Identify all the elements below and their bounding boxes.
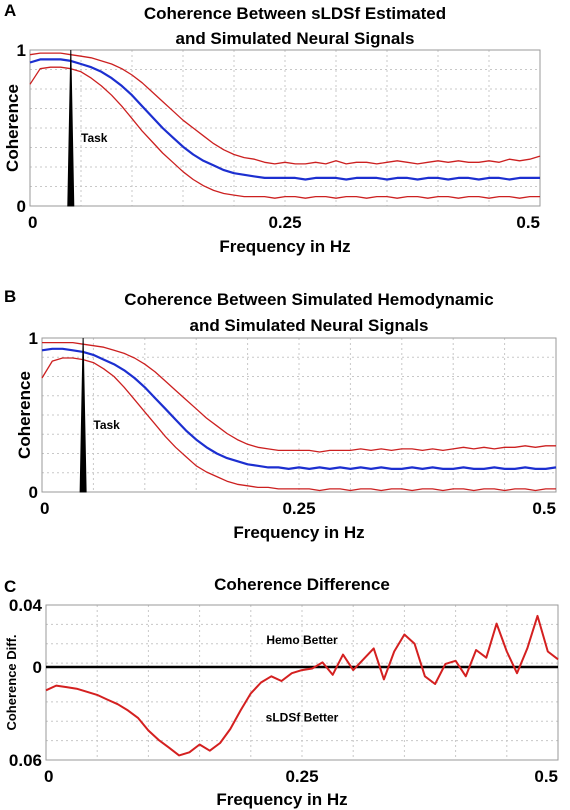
x-axis-label: Frequency in Hz	[219, 237, 350, 256]
y-axis-label: Coherence	[3, 84, 22, 172]
panel-letter: A	[4, 1, 16, 20]
y-tick-label: 0.06	[9, 751, 42, 770]
x-tick-label: 0	[28, 213, 37, 232]
chart-panel-a: A Coherence Between sLDSf Estimated and Si…	[3, 1, 541, 256]
y-tick-label: 1	[17, 41, 26, 60]
chart-panel-c: C Coherence Difference Hemo Better sLDSf Be…	[4, 575, 559, 809]
y-axis-label: Coherence	[15, 371, 34, 459]
chart-title-line: and Simulated Neural Signals	[175, 29, 414, 48]
x-tick-label: 0.25	[285, 767, 318, 786]
y-tick-label: 0	[17, 197, 26, 216]
grid	[42, 338, 556, 492]
y-tick-label: 0.04	[9, 596, 43, 615]
x-tick-label: 0.5	[532, 499, 556, 518]
panel-letter: C	[4, 577, 16, 596]
x-tick-label: 0.5	[516, 213, 540, 232]
annotation-label: sLDSf Better	[266, 710, 339, 724]
grid	[30, 50, 540, 206]
x-tick-label: 0.25	[282, 499, 315, 518]
chart-title-line: Coherence Between sLDSf Estimated	[144, 4, 446, 23]
y-axis-label: Coherence Diff.	[4, 634, 19, 730]
x-tick-label: 0.25	[268, 213, 301, 232]
plot-frame	[29, 49, 541, 207]
x-axis-label: Frequency in Hz	[216, 790, 347, 809]
grid	[46, 605, 558, 760]
annotation-label: Task	[81, 131, 108, 145]
task-marker	[79, 337, 87, 493]
y-tick-label: 0	[29, 483, 38, 502]
series-line-1	[45, 614, 559, 757]
x-tick-label: 0	[40, 499, 49, 518]
x-tick-label: 0.5	[534, 767, 558, 786]
series-line-3	[41, 357, 556, 492]
series-line-3	[29, 66, 540, 199]
annotation-label: Hemo Better	[266, 633, 338, 647]
chart-title-line: and Simulated Neural Signals	[189, 316, 428, 335]
series-line-1	[29, 52, 541, 165]
series-line-2	[41, 347, 557, 470]
annotation-label: Task	[93, 418, 120, 432]
y-tick-label: 1	[29, 329, 38, 348]
x-tick-label: 0	[44, 767, 53, 786]
x-axis-label: Frequency in Hz	[233, 523, 364, 542]
plot-frame	[45, 604, 559, 761]
chart-panel-b: B Coherence Between Simulated Hemodynamic…	[4, 287, 557, 542]
plot-frame	[41, 337, 557, 493]
chart-title-line: Coherence Between Simulated Hemodynamic	[124, 290, 493, 309]
series-line-2	[29, 58, 540, 181]
panel-letter: B	[4, 287, 16, 306]
series-line-1	[42, 341, 556, 453]
chart-title-line: Coherence Difference	[214, 575, 390, 594]
task-marker	[67, 49, 75, 207]
y-tick-label: 0	[33, 658, 42, 677]
